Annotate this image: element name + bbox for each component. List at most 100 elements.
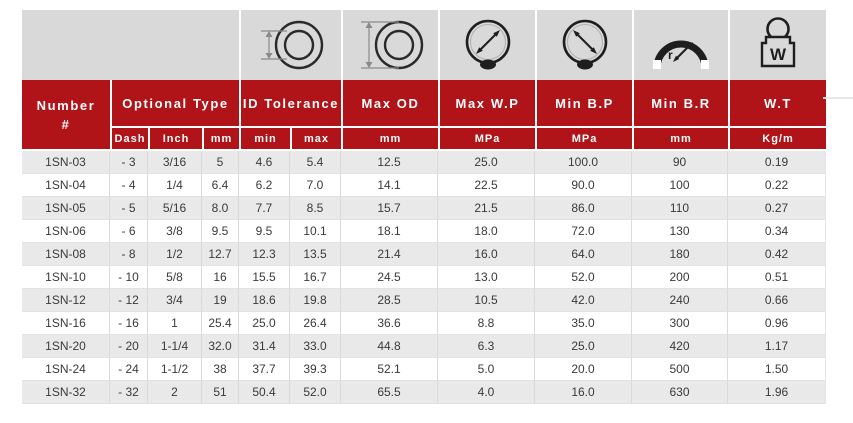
cell: 8.5 — [290, 197, 341, 220]
svg-text:W: W — [770, 45, 787, 64]
cell: 13.5 — [290, 243, 341, 266]
table-row: 1SN-20- 20 1-1/4 32.0 31.4 33.0 44.8 6.3 25.0 42… — [22, 335, 826, 358]
cell: - 6 — [110, 220, 148, 243]
icon-band-empty — [22, 10, 239, 80]
cell: 25.0 — [535, 335, 632, 358]
table-row: 1SN-16- 16 1 25.4 25.0 26.4 36.6 8.8 35.0 300 0.9… — [22, 312, 826, 335]
cell: 1.17 — [728, 335, 826, 358]
cell: 15.5 — [239, 266, 290, 289]
cell: 21.4 — [341, 243, 438, 266]
cell: 52.0 — [290, 381, 341, 404]
cell: - 3 — [110, 151, 148, 174]
outer-diameter-icon — [341, 10, 438, 80]
column-header-number: Number # — [22, 80, 110, 151]
cell: 9.5 — [202, 220, 239, 243]
cell: 1SN-32 — [22, 381, 110, 404]
cell: 1SN-04 — [22, 174, 110, 197]
table-row: 1SN-06- 6 3/8 9.5 9.5 10.1 18.1 18.0 72.0 130 0.3… — [22, 220, 826, 243]
subheader-kgm: Kg/m — [728, 128, 826, 151]
burst-pressure-gauge-icon — [535, 10, 632, 80]
cell: 16.0 — [535, 381, 632, 404]
cell: 0.34 — [728, 220, 826, 243]
cell: 25.0 — [239, 312, 290, 335]
cell: 100 — [632, 174, 728, 197]
subheader-br-mm: mm — [632, 128, 728, 151]
cell: 7.7 — [239, 197, 290, 220]
cell: 42.0 — [535, 289, 632, 312]
cell: 16 — [202, 266, 239, 289]
column-header-min-br: Min B.R — [632, 80, 728, 128]
cell: 19.8 — [290, 289, 341, 312]
cell: 0.42 — [728, 243, 826, 266]
cell: 1SN-10 — [22, 266, 110, 289]
cell: 12.3 — [239, 243, 290, 266]
column-header-min-bp: Min B.P — [535, 80, 632, 128]
subheader-od-mm: mm — [341, 128, 438, 151]
cell: 32.0 — [202, 335, 239, 358]
subheader-bp-mpa: MPa — [535, 128, 632, 151]
cell: 26.4 — [290, 312, 341, 335]
column-header-max-od: Max OD — [341, 80, 438, 128]
cell: 8.8 — [438, 312, 535, 335]
cell: 90.0 — [535, 174, 632, 197]
cell: 50.4 — [239, 381, 290, 404]
table-row: 1SN-10- 10 5/8 16 15.5 16.7 24.5 13.0 52.0 200 0.… — [22, 266, 826, 289]
cell: - 20 — [110, 335, 148, 358]
cell: 10.5 — [438, 289, 535, 312]
cell: 28.5 — [341, 289, 438, 312]
cell: 0.19 — [728, 151, 826, 174]
inner-diameter-icon — [239, 10, 341, 80]
table-row: 1SN-04- 4 1/4 6.4 6.2 7.0 14.1 22.5 90.0 100 0.22 — [22, 174, 826, 197]
cell: 3/4 — [148, 289, 202, 312]
cell: 22.5 — [438, 174, 535, 197]
cell: 630 — [632, 381, 728, 404]
cell: 2 — [148, 381, 202, 404]
cell: 4.6 — [239, 151, 290, 174]
cell: 15.7 — [341, 197, 438, 220]
sub-header-row: Dash Inch mm min max mm MPa MPa mm Kg/m — [22, 128, 826, 151]
cell: 12.5 — [341, 151, 438, 174]
cell: 20.0 — [535, 358, 632, 381]
cell: 39.3 — [290, 358, 341, 381]
cell: 90 — [632, 151, 728, 174]
cell: 1SN-20 — [22, 335, 110, 358]
cell: 21.5 — [438, 197, 535, 220]
table-row: 1SN-32- 32 2 51 50.4 52.0 65.5 4.0 16.0 630 1.96 — [22, 381, 826, 404]
table-row: 1SN-24- 24 1-1/2 38 37.7 39.3 52.1 5.0 20.0 500 1… — [22, 358, 826, 381]
table-row: 1SN-03- 3 3/16 5 4.6 5.4 12.5 25.0 100.0 90 0.19 — [22, 151, 826, 174]
cell: 19 — [202, 289, 239, 312]
cell: 130 — [632, 220, 728, 243]
cell: 500 — [632, 358, 728, 381]
number-hash: # — [61, 116, 71, 132]
number-label: Number — [36, 97, 96, 113]
cell: 300 — [632, 312, 728, 335]
subheader-min: min — [239, 128, 290, 151]
table-row: 1SN-08- 8 1/2 12.7 12.3 13.5 21.4 16.0 64.0 180 0… — [22, 243, 826, 266]
cell: 4.0 — [438, 381, 535, 404]
cell: 1/4 — [148, 174, 202, 197]
subheader-max: max — [290, 128, 341, 151]
cell: - 8 — [110, 243, 148, 266]
cell: - 16 — [110, 312, 148, 335]
cell: 5 — [202, 151, 239, 174]
cell: 1.96 — [728, 381, 826, 404]
weight-icon: W — [728, 10, 826, 80]
bend-radius-icon: r — [632, 10, 728, 80]
cell: 37.7 — [239, 358, 290, 381]
cell: 200 — [632, 266, 728, 289]
cell: 5/8 — [148, 266, 202, 289]
cell: 1SN-08 — [22, 243, 110, 266]
table-row: 1SN-12- 12 3/4 19 18.6 19.8 28.5 10.5 42.0 240 0.… — [22, 289, 826, 312]
cell: 0.66 — [728, 289, 826, 312]
column-header-id-tolerance: ID Tolerance — [239, 80, 341, 128]
cell: 1SN-12 — [22, 289, 110, 312]
cell: 9.5 — [239, 220, 290, 243]
cell: 1-1/2 — [148, 358, 202, 381]
cell: 24.5 — [341, 266, 438, 289]
cell: - 10 — [110, 266, 148, 289]
cell: 6.3 — [438, 335, 535, 358]
subheader-inch: Inch — [148, 128, 202, 151]
cell: 8.0 — [202, 197, 239, 220]
cell: 6.2 — [239, 174, 290, 197]
cell: 5/16 — [148, 197, 202, 220]
